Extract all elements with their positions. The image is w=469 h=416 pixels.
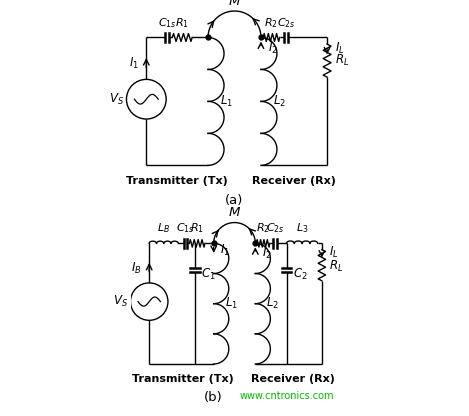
Text: $I_2$: $I_2$ bbox=[262, 246, 272, 261]
Text: Transmitter (Tx): Transmitter (Tx) bbox=[126, 176, 228, 186]
Text: $R_L$: $R_L$ bbox=[335, 53, 349, 68]
Text: $C_{1s}$: $C_{1s}$ bbox=[158, 16, 176, 30]
Text: (a): (a) bbox=[225, 194, 244, 207]
Text: $I_L$: $I_L$ bbox=[335, 41, 344, 56]
Text: Transmitter (Tx): Transmitter (Tx) bbox=[132, 374, 234, 384]
Text: $V_S$: $V_S$ bbox=[113, 294, 129, 309]
Text: $I_1$: $I_1$ bbox=[220, 243, 230, 258]
Text: $M$: $M$ bbox=[228, 0, 241, 8]
Text: Receiver (Rx): Receiver (Rx) bbox=[251, 374, 335, 384]
Text: (b): (b) bbox=[204, 391, 223, 404]
Text: $M$: $M$ bbox=[228, 206, 241, 219]
Text: $C_{1s}$: $C_{1s}$ bbox=[176, 221, 195, 235]
Text: $L_B$: $L_B$ bbox=[157, 221, 170, 235]
Text: $R_L$: $R_L$ bbox=[329, 259, 343, 274]
Text: $R_1$: $R_1$ bbox=[190, 221, 204, 235]
Text: $R_2$: $R_2$ bbox=[256, 221, 270, 235]
Text: $C_1$: $C_1$ bbox=[201, 267, 216, 282]
Text: $V_S$: $V_S$ bbox=[109, 92, 124, 107]
Text: $L_2$: $L_2$ bbox=[273, 94, 286, 109]
Text: $I_1$: $I_1$ bbox=[129, 57, 139, 72]
Text: $C_{2s}$: $C_{2s}$ bbox=[265, 221, 284, 235]
Text: $I_2$: $I_2$ bbox=[268, 41, 278, 56]
Text: $I_B$: $I_B$ bbox=[131, 261, 142, 276]
Text: $L_3$: $L_3$ bbox=[296, 221, 308, 235]
Text: $L_2$: $L_2$ bbox=[266, 296, 279, 311]
Text: $R_1$: $R_1$ bbox=[175, 16, 189, 30]
Text: $C_2$: $C_2$ bbox=[293, 267, 307, 282]
Text: $I_L$: $I_L$ bbox=[329, 245, 339, 260]
Text: $L_1$: $L_1$ bbox=[225, 296, 238, 311]
Text: Receiver (Rx): Receiver (Rx) bbox=[252, 176, 336, 186]
Text: www.cntronics.com: www.cntronics.com bbox=[239, 391, 334, 401]
Text: $C_{2s}$: $C_{2s}$ bbox=[277, 16, 295, 30]
Text: $R_2$: $R_2$ bbox=[265, 16, 279, 30]
Text: $L_1$: $L_1$ bbox=[220, 94, 233, 109]
